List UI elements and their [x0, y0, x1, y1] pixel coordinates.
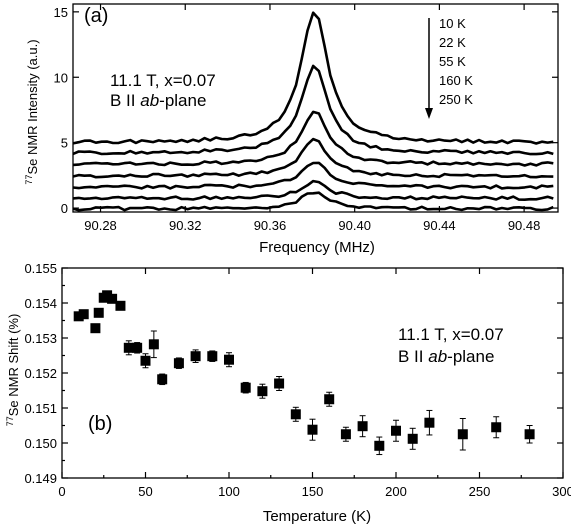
panel-b-plot-frame [61, 267, 564, 479]
data-point [132, 342, 143, 353]
data-point [102, 290, 113, 301]
data-point [190, 351, 201, 362]
panel-a-y-tick-label: 15 [54, 5, 68, 20]
panel-b-ylabel-text: Se NMR Shift (%) [6, 314, 21, 417]
data-point [73, 311, 84, 322]
panel-b-y-tick-label: 0.153 [24, 331, 57, 346]
panel-a-annotation-field: 11.1 T, x=0.07 [110, 71, 216, 90]
panel-a-y-tick-label: 10 [54, 70, 68, 85]
panel-b-x-tick-label: 0 [58, 484, 65, 499]
panel-b-y-tick-label: 0.154 [24, 296, 57, 311]
spectrum-line-trace-5 [72, 179, 554, 201]
panel-b: (b) 11.1 T, x=0.07 B II ab-plane Tempera… [5, 261, 571, 525]
panel-a-x-tick-label: 90.32 [169, 218, 202, 233]
panel-a-x-tick-label: 90.28 [84, 218, 117, 233]
panel-a-legend: 10 K 22 K 55 K 160 K 250 K [425, 16, 473, 119]
panel-a: (a) 11.1 T, x=0.07 B II ab-plane Frequen… [24, 3, 559, 256]
data-point [207, 351, 218, 362]
data-point [391, 425, 401, 436]
panel-a-x-tick-label: 90.48 [508, 218, 541, 233]
spectrum-line-10k [72, 11, 554, 145]
panel-a-y-tick-label: 5 [61, 136, 68, 151]
panel-b-ylabel: 77Se NMR Shift (%) [5, 314, 21, 427]
data-point [407, 433, 418, 444]
panel-a-ylabel-sup: 77 [24, 175, 34, 185]
data-point [224, 354, 234, 365]
panel-a-annotation-orientation: B II ab-plane [110, 91, 206, 110]
panel-b-x-tick-label: 150 [302, 484, 324, 499]
panel-a-x-tick-label: 90.40 [338, 218, 371, 233]
data-point [257, 386, 268, 397]
data-point [240, 382, 251, 393]
legend-arrow-head [425, 108, 433, 119]
data-point [148, 339, 159, 350]
panel-a-label: (a) [84, 5, 108, 27]
data-point [274, 378, 285, 389]
data-point [290, 409, 301, 420]
panel-b-label: (b) [88, 413, 112, 435]
panel-b-annotation-field: 11.1 T, x=0.07 [398, 325, 504, 344]
panel-b-orient-em: ab [428, 347, 447, 366]
data-point [524, 429, 535, 440]
panel-b-orient-pre: B II [398, 347, 428, 366]
data-point [357, 421, 368, 432]
legend-label-10k: 10 K [439, 16, 466, 31]
data-point [90, 323, 101, 334]
data-point [115, 300, 126, 311]
data-point [307, 424, 318, 435]
data-point [93, 307, 104, 318]
data-point [340, 429, 351, 440]
spectrum-line-22k [72, 64, 554, 156]
spectrum-line-160k [72, 137, 554, 179]
panel-a-x-tick-label: 90.36 [254, 218, 287, 233]
data-point [457, 429, 468, 440]
panel-b-x-tick-label: 250 [469, 484, 491, 499]
data-point [78, 309, 89, 320]
data-point [374, 440, 385, 451]
panel-a-ylabel-text: Se NMR Intensity (a.u.) [25, 39, 40, 174]
panel-b-y-tick-label: 0.152 [24, 366, 57, 381]
panel-a-xlabel: Frequency (MHz) [259, 239, 375, 256]
data-point [140, 355, 151, 366]
panel-b-y-tick-label: 0.155 [24, 261, 57, 276]
panel-a-orient-em: ab [140, 91, 159, 110]
panel-b-x-tick-label: 100 [218, 484, 240, 499]
panel-b-annotation-orientation: B II ab-plane [398, 347, 494, 366]
legend-label-250k: 250 K [439, 92, 473, 107]
legend-label-55k: 55 K [439, 54, 466, 69]
panel-b-x-tick-label: 300 [552, 484, 571, 499]
panel-b-ylabel-sup: 77 [5, 416, 15, 426]
data-point [324, 394, 335, 405]
data-point [491, 422, 502, 433]
spectrum-line-250k [72, 161, 554, 190]
panel-b-xlabel: Temperature (K) [263, 508, 371, 525]
legend-label-160k: 160 K [439, 73, 473, 88]
data-point [173, 358, 184, 369]
panel-b-x-tick-label: 50 [138, 484, 152, 499]
panel-a-ylabel: 77Se NMR Intensity (a.u.) [24, 39, 40, 184]
panel-a-orient-pre: B II [110, 91, 140, 110]
panel-a-plot-frame [72, 3, 559, 213]
panel-a-orient-post: -plane [159, 91, 206, 110]
data-point [107, 293, 118, 304]
panel-a-x-tick-label: 90.44 [423, 218, 456, 233]
data-point [424, 417, 435, 428]
spectrum-line-55k [72, 110, 554, 167]
panel-b-y-tick-label: 0.149 [24, 471, 57, 486]
data-point [123, 342, 134, 353]
panel-a-y-tick-label: 0 [61, 201, 68, 216]
panel-b-x-tick-label: 200 [385, 484, 407, 499]
legend-label-22k: 22 K [439, 35, 466, 50]
panel-b-y-tick-label: 0.150 [24, 436, 57, 451]
data-point [157, 374, 168, 385]
spectrum-line-trace-6 [72, 191, 554, 212]
panel-b-orient-post: -plane [447, 347, 494, 366]
panel-b-y-tick-label: 0.151 [24, 401, 57, 416]
